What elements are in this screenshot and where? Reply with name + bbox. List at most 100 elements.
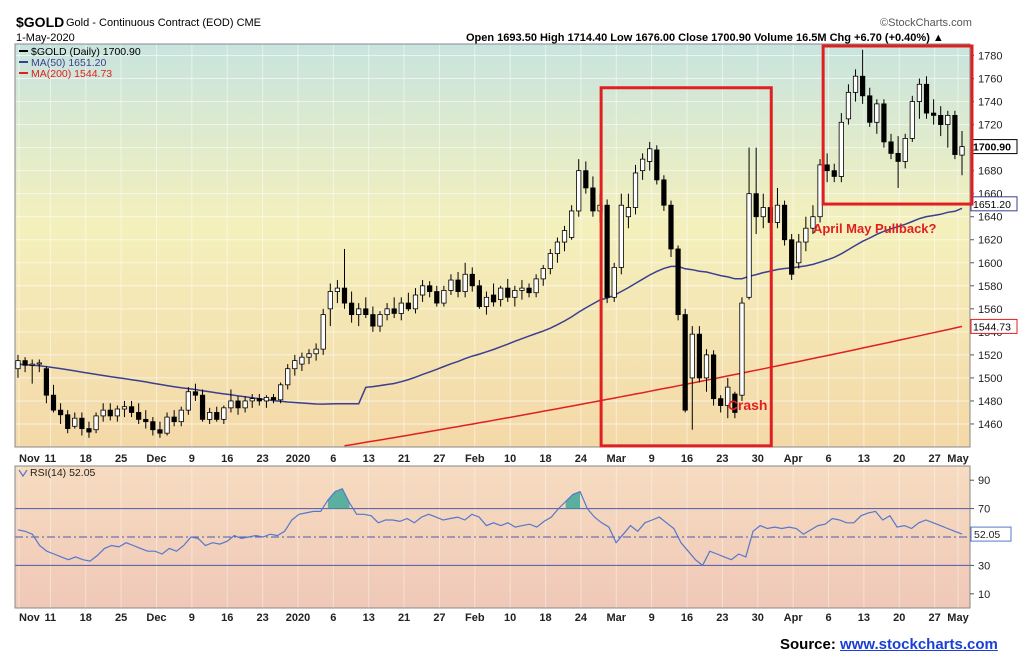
candle [157, 429, 163, 434]
candle [299, 356, 305, 365]
candle [114, 408, 120, 417]
price-panel-border [14, 43, 971, 448]
rsi-date-axis-label: 2020 [286, 612, 310, 624]
candle [703, 354, 710, 379]
axes: 1460148015001520154015601580160016201640… [14, 43, 1018, 624]
legend: RSI(14) 52.05 $GOLD (Daily) 1700.90MA(50)… [18, 46, 141, 479]
candle [483, 296, 490, 307]
candle [164, 416, 170, 434]
rsi-axis-label: 10 [978, 589, 990, 601]
candle [143, 418, 149, 423]
candle [696, 333, 702, 379]
candle [831, 170, 837, 177]
price-axis-label: 1740 [978, 97, 1002, 109]
price-panel-background [15, 44, 970, 447]
ohlc-summary: Open 1693.50 High 1714.40 Low 1676.00 Cl… [466, 32, 944, 44]
candle [377, 314, 383, 327]
candle [533, 278, 539, 294]
rsi-date-axis-label: 18 [539, 612, 551, 624]
date-axis-label: 23 [716, 453, 728, 465]
candle [682, 314, 688, 411]
rsi-date-axis-label: 27 [929, 612, 941, 624]
candle [363, 308, 369, 315]
candle [228, 400, 234, 409]
rsi-axis-label: 30 [978, 560, 990, 572]
date-axis-label: 25 [115, 453, 127, 465]
date-axis-label: 18 [539, 453, 551, 465]
candle [419, 285, 426, 296]
price-axis-label: 1480 [978, 396, 1002, 408]
ma200-value-tag: 1544.73 [973, 321, 1011, 333]
rsi-date-axis-label: 30 [752, 612, 764, 624]
crash-label: Crash [728, 397, 768, 413]
date-axis-label: 18 [80, 453, 92, 465]
candle [285, 368, 291, 386]
candle [526, 287, 532, 294]
candle [107, 409, 113, 417]
date-axis-label: 27 [929, 453, 941, 465]
date-axis-label: 20 [893, 453, 905, 465]
crash-highlight-box [599, 86, 773, 448]
candle [632, 172, 639, 208]
ma200-value-tag-box [970, 318, 1018, 334]
ma50-line [17, 207, 963, 405]
rsi-date-axis-label: 24 [575, 612, 588, 624]
candle [313, 348, 319, 355]
candle [405, 302, 411, 310]
candle [93, 415, 99, 431]
candle [874, 103, 880, 123]
candle [576, 170, 582, 212]
candle [952, 114, 958, 155]
legend-label: MA(50) 1651.20 [31, 57, 106, 69]
candle [718, 398, 724, 406]
candle [774, 204, 781, 223]
candle [860, 75, 866, 97]
candle [561, 230, 568, 243]
date-axis-label: 16 [681, 453, 693, 465]
candle [554, 241, 561, 254]
candle [916, 83, 923, 102]
candle [945, 114, 951, 126]
source-link[interactable]: www.stockcharts.com [840, 636, 998, 653]
rsi-date-axis-label: Mar [607, 612, 627, 624]
date-axis-label: May [947, 453, 969, 465]
price-axis-label: 1560 [978, 304, 1002, 316]
candle [427, 285, 433, 292]
price-axis-label: 1460 [978, 419, 1002, 431]
candle [29, 363, 35, 366]
date-axis-label: 13 [363, 453, 375, 465]
candle [441, 290, 447, 304]
date-axis-label: 11 [45, 453, 57, 465]
candle [412, 294, 419, 310]
candle [789, 239, 795, 275]
rsi-legend-label: RSI(14) 52.05 [30, 467, 96, 479]
rsi-date-axis-label: 23 [716, 612, 728, 624]
rsi-date-axis-label: 23 [256, 612, 268, 624]
candle [221, 407, 227, 420]
rsi-value-tag-box [970, 526, 1012, 542]
candle [931, 112, 937, 116]
price-axis-label: 1520 [978, 350, 1002, 362]
date-axis-label: 6 [825, 453, 831, 465]
candle [689, 333, 695, 379]
ma200-line [344, 325, 963, 447]
date-axis-label: Nov [19, 453, 41, 465]
price-axis-label: 1580 [978, 281, 1002, 293]
candle [519, 287, 525, 291]
rsi-date-axis-label: 13 [858, 612, 870, 624]
ma50-value-tag: 1651.20 [973, 199, 1011, 211]
rsi-line [17, 487, 963, 567]
grid [15, 44, 970, 608]
rsi-date-axis-label: 16 [221, 612, 233, 624]
source-credit: Source: www.stockcharts.com [780, 636, 998, 653]
date-axis-label: Dec [146, 453, 166, 465]
rsi-date-axis-label: 6 [330, 612, 336, 624]
candle [192, 391, 199, 396]
rsi-date-axis-label: 27 [433, 612, 445, 624]
moving-averages [17, 207, 963, 447]
candle [923, 83, 930, 114]
date-axis-label: 6 [330, 453, 336, 465]
candle [86, 428, 92, 433]
candle [618, 204, 624, 268]
